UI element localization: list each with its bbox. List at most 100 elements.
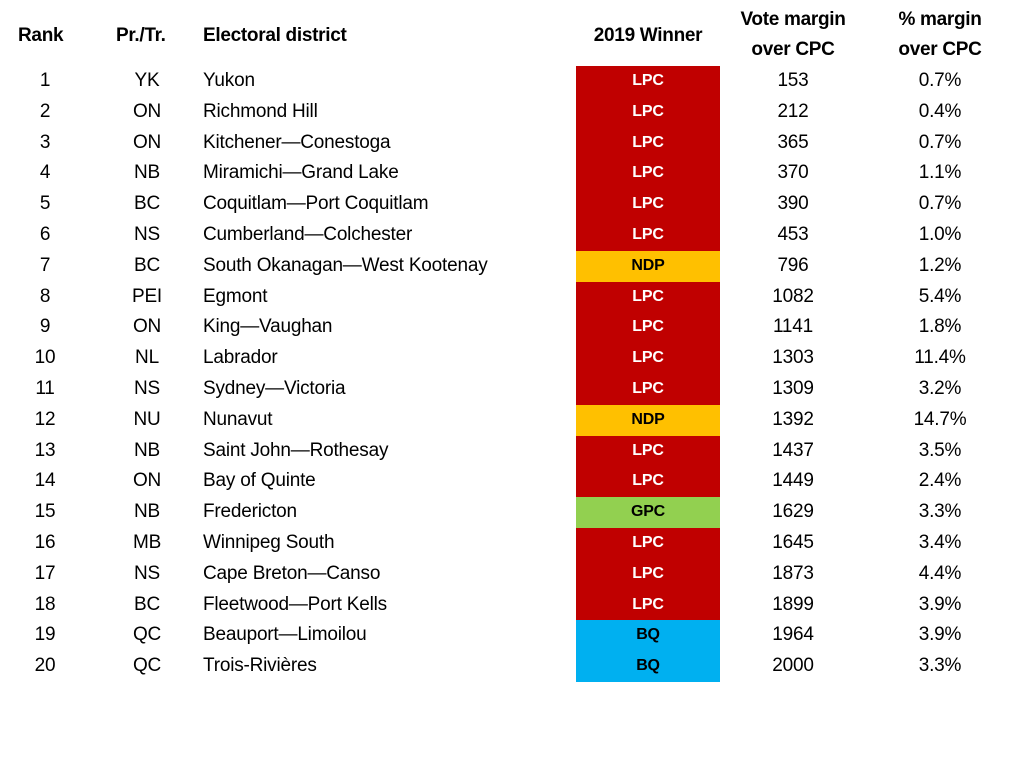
table-row: 18 BC Fleetwood—Port Kells LPC 1899 3.9% <box>0 589 1015 621</box>
vote-margin-cell: 1303 <box>772 347 814 369</box>
rank-cell: 17 <box>34 562 56 584</box>
header-province: Pr./Tr. <box>116 25 166 46</box>
header-rank: Rank <box>18 25 64 46</box>
table-row: 7 BC South Okanagan—West Kootenay NDP 796 1.2… <box>0 250 1015 282</box>
winner-cell: LPC <box>576 435 720 467</box>
province-cell: QC <box>132 624 162 646</box>
district-cell: Nunavut <box>203 408 273 430</box>
vote-margin-cell: 1645 <box>772 532 814 553</box>
winner-cell: LPC <box>576 127 720 159</box>
rank-cell: 18 <box>34 593 56 615</box>
vote-margin-cell: 153 <box>777 70 809 91</box>
vote-margin-cell: 1141 <box>772 316 814 338</box>
pct-margin-cell: 3.9% <box>918 624 962 646</box>
rank-cell: 15 <box>34 501 56 523</box>
district-cell: Cape Breton—Canso <box>203 562 381 584</box>
province-cell: NB <box>134 439 160 461</box>
province-cell: BC <box>134 254 160 276</box>
province-cell: ON <box>132 470 162 492</box>
province-cell: ON <box>132 131 162 153</box>
province-cell: ON <box>132 316 162 338</box>
vote-margin-cell: 365 <box>777 131 809 153</box>
header-pct-margin-line1: % margin <box>898 9 982 30</box>
table-row: 8 PEI Egmont LPC 1082 5.4% <box>0 281 1015 313</box>
header-pct-margin-line2: over CPC <box>898 39 982 60</box>
table-row: 4 NB Miramichi—Grand Lake LPC 370 1.1% <box>0 158 1015 190</box>
district-cell: Saint John—Rothesay <box>203 439 389 461</box>
pct-margin-cell: 5.4% <box>918 285 962 307</box>
table-row: 17 NS Cape Breton—Canso LPC 1873 4.4% <box>0 558 1015 590</box>
vote-margin-cell: 1873 <box>772 562 814 584</box>
winner-cell: LPC <box>576 312 720 344</box>
table-row: 13 NB Saint John—Rothesay LPC 1437 3.5% <box>0 435 1015 467</box>
table-row: 3 ON Kitchener—Conestoga LPC 365 0.7% <box>0 127 1015 159</box>
rank-cell: 9 <box>39 316 51 338</box>
table-row: 11 NS Sydney—Victoria LPC 1309 3.2% <box>0 374 1015 405</box>
winner-cell: LPC <box>576 528 720 559</box>
winner-cell: LPC <box>576 466 720 498</box>
province-cell: NS <box>134 562 160 584</box>
pct-margin-cell: 3.9% <box>918 593 962 615</box>
district-cell: Coquitlam—Port Coquitlam <box>203 193 429 215</box>
table-row: 10 NL Labrador LPC 1303 11.4% <box>0 343 1015 375</box>
vote-margin-cell: 1449 <box>772 470 814 492</box>
winner-cell: LPC <box>576 343 720 375</box>
province-cell: QC <box>132 655 162 677</box>
rank-cell: 7 <box>39 254 51 276</box>
vote-margin-cell: 796 <box>777 254 809 276</box>
rank-cell: 1 <box>39 70 51 91</box>
vote-margin-cell: 1309 <box>772 378 814 399</box>
header-vote-margin-line2: over CPC <box>751 39 835 60</box>
rank-cell: 14 <box>34 470 56 492</box>
province-cell: NB <box>134 162 160 184</box>
pct-margin-cell: 0.7% <box>918 70 962 91</box>
winner-cell: LPC <box>576 189 720 221</box>
rank-cell: 6 <box>39 224 51 245</box>
province-cell: BC <box>134 593 160 615</box>
pct-margin-cell: 0.4% <box>918 100 962 122</box>
vote-margin-cell: 1437 <box>772 439 814 461</box>
winner-cell: GPC <box>576 497 720 529</box>
winner-cell: BQ <box>576 620 720 652</box>
province-cell: ON <box>132 100 162 122</box>
province-cell: NS <box>134 378 160 399</box>
pct-margin-cell: 14.7% <box>913 408 967 430</box>
header-winner: 2019 Winner <box>593 25 703 46</box>
rank-cell: 10 <box>34 347 56 369</box>
province-cell: PEI <box>131 285 163 307</box>
rank-cell: 11 <box>35 378 55 399</box>
table-row: 5 BC Coquitlam—Port Coquitlam LPC 390 0.7% <box>0 189 1015 221</box>
district-cell: Trois-Rivières <box>203 655 317 677</box>
pct-margin-cell: 3.2% <box>918 378 962 399</box>
winner-cell: LPC <box>576 374 720 405</box>
pct-margin-cell: 3.3% <box>918 655 962 677</box>
table-row: 9 ON King—Vaughan LPC 1141 1.8% <box>0 312 1015 344</box>
pct-margin-cell: 1.8% <box>918 316 962 338</box>
header-district: Electoral district <box>203 25 347 46</box>
district-cell: Fleetwood—Port Kells <box>203 593 387 615</box>
district-cell: Winnipeg South <box>203 532 335 553</box>
winner-cell: BQ <box>576 651 720 683</box>
winner-cell: LPC <box>576 589 720 621</box>
district-cell: Cumberland—Colchester <box>203 224 413 245</box>
winner-cell: LPC <box>576 558 720 590</box>
pct-margin-cell: 1.0% <box>918 224 962 245</box>
rank-cell: 5 <box>39 193 51 215</box>
header-vote-margin-line1: Vote margin <box>740 9 846 30</box>
rank-cell: 8 <box>39 285 51 307</box>
header-pct-margin: % margin over CPC <box>870 5 1010 65</box>
rank-cell: 20 <box>34 655 56 677</box>
winner-cell: LPC <box>576 281 720 313</box>
table-row: 19 QC Beauport—Limoilou BQ 1964 3.9% <box>0 620 1015 652</box>
table-row: 20 QC Trois-Rivières BQ 2000 3.3% <box>0 651 1015 683</box>
winner-cell: LPC <box>576 158 720 190</box>
pct-margin-cell: 3.4% <box>918 532 962 553</box>
province-cell: BC <box>134 193 160 215</box>
table-row: 1 YK Yukon LPC 153 0.7% <box>0 66 1015 97</box>
district-cell: Yukon <box>203 70 255 91</box>
table-row: 6 NS Cumberland—Colchester LPC 453 1.0% <box>0 220 1015 251</box>
vote-margin-cell: 1899 <box>772 593 814 615</box>
rank-cell: 4 <box>39 162 51 184</box>
pct-margin-cell: 2.4% <box>918 470 962 492</box>
rank-cell: 2 <box>39 100 51 122</box>
